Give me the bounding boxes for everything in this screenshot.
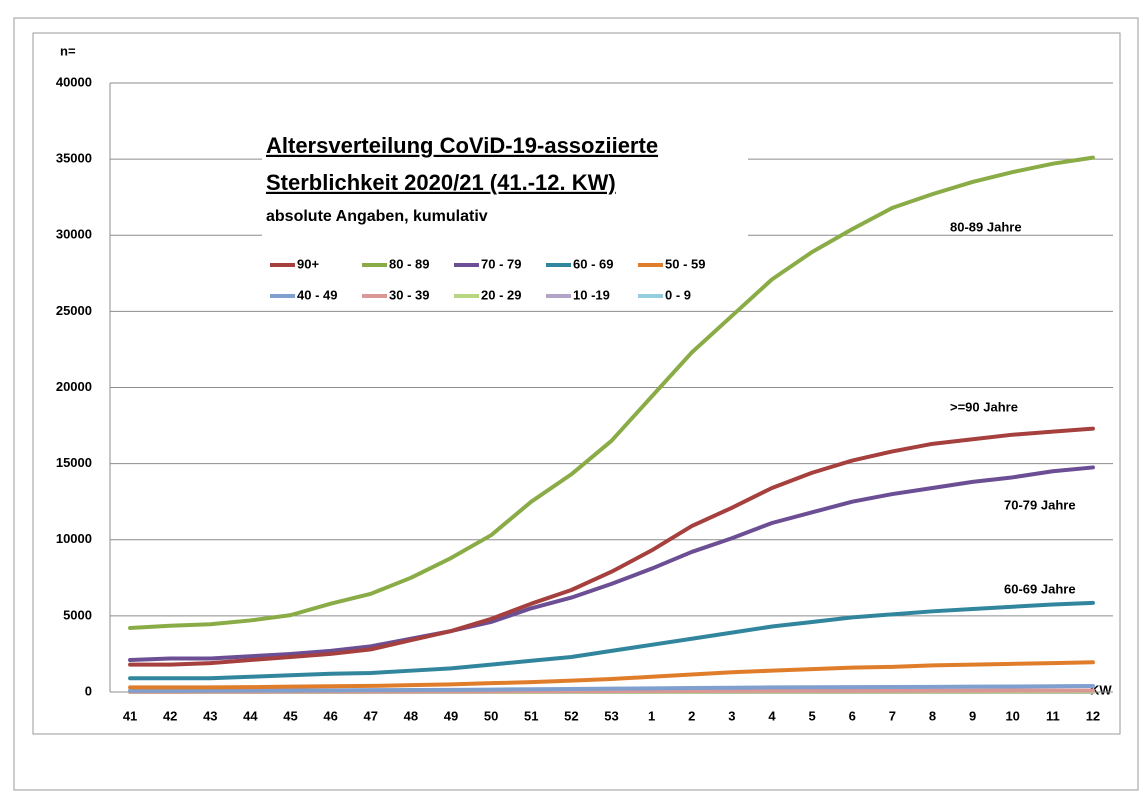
- x-tick-label: 8: [929, 708, 936, 723]
- y-tick-label: 40000: [56, 74, 92, 89]
- x-tick-label: 9: [969, 708, 976, 723]
- chart-title: Sterblichkeit 2020/21 (41.-12. KW): [266, 170, 616, 195]
- legend-label: 30 - 39: [389, 287, 429, 302]
- x-tick-label: 49: [444, 708, 458, 723]
- x-tick-label: 42: [163, 708, 177, 723]
- annotation: 80-89 Jahre: [950, 219, 1022, 234]
- x-tick-label: 2: [688, 708, 695, 723]
- x-tick-label: 46: [323, 708, 337, 723]
- y-tick-label: 10000: [56, 531, 92, 546]
- y-axis-label: n=: [60, 43, 76, 58]
- legend-label: 50 - 59: [665, 256, 705, 271]
- legend-label: 0 - 9: [665, 287, 691, 302]
- y-tick-label: 5000: [63, 607, 92, 622]
- x-tick-label: 3: [728, 708, 735, 723]
- legend-label: 10 -19: [573, 287, 610, 302]
- x-tick-label: 4: [768, 708, 776, 723]
- x-tick-label: 47: [364, 708, 378, 723]
- y-tick-label: 0: [85, 683, 92, 698]
- chart-title: Altersverteilung CoViD-19-assoziierte: [266, 133, 658, 158]
- x-tick-label: 41: [123, 708, 137, 723]
- x-tick-label: 1: [648, 708, 655, 723]
- x-tick-label: 6: [849, 708, 856, 723]
- legend-label: 60 - 69: [573, 256, 613, 271]
- x-tick-label: 53: [604, 708, 618, 723]
- legend-label: 40 - 49: [297, 287, 337, 302]
- x-tick-label: 5: [808, 708, 815, 723]
- x-tick-label: 12: [1086, 708, 1100, 723]
- annotation: 60-69 Jahre: [1004, 581, 1076, 596]
- x-tick-label: 51: [524, 708, 538, 723]
- chart-subtitle: absolute Angaben, kumulativ: [266, 208, 488, 225]
- x-tick-label: 45: [283, 708, 297, 723]
- x-tick-label: 43: [203, 708, 217, 723]
- x-tick-label: 48: [404, 708, 418, 723]
- y-tick-label: 35000: [56, 151, 92, 166]
- legend-label: 20 - 29: [481, 287, 521, 302]
- y-tick-label: 25000: [56, 303, 92, 318]
- x-tick-label: 10: [1005, 708, 1019, 723]
- y-tick-label: 20000: [56, 379, 92, 394]
- x-tick-label: 50: [484, 708, 498, 723]
- x-tick-label: 52: [564, 708, 578, 723]
- x-tick-label: 11: [1046, 708, 1060, 723]
- legend-label: 80 - 89: [389, 256, 429, 271]
- annotation: >=90 Jahre: [950, 399, 1018, 414]
- annotation: 70-79 Jahre: [1004, 497, 1076, 512]
- y-tick-label: 15000: [56, 455, 92, 470]
- y-tick-label: 30000: [56, 227, 92, 242]
- x-tick-label: 7: [889, 708, 896, 723]
- legend-label: 90+: [297, 256, 319, 271]
- legend-label: 70 - 79: [481, 256, 521, 271]
- x-tick-label: 44: [243, 708, 258, 723]
